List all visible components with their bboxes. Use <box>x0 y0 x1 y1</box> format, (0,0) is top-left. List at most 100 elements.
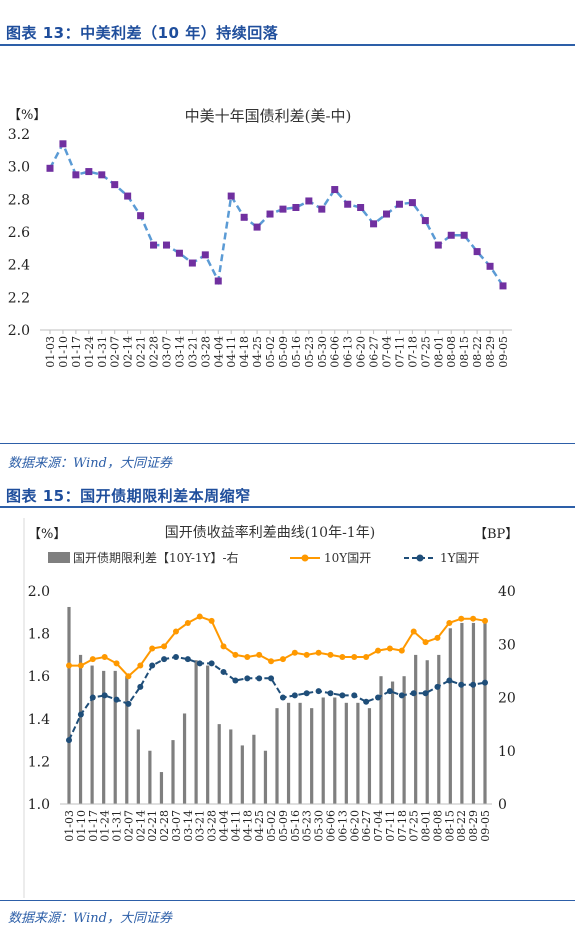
legend-10y-label: 10Y国开 <box>324 551 371 565</box>
legend-1y-marker <box>416 554 424 562</box>
chart-1-point <box>111 181 119 189</box>
chart-2-left-unit: 【%】 <box>28 527 66 542</box>
chart-2-xtick: 06-06 <box>324 810 337 842</box>
figure-13-source: 数据来源：Wind，大同证券 <box>8 456 172 471</box>
chart-2-bar <box>136 729 140 804</box>
chart-2-10y-point <box>422 639 429 646</box>
chart-1-xtick: 08-01 <box>432 336 445 368</box>
chart-1-xtick: 02-07 <box>109 336 122 368</box>
chart-1-xtick: 08-15 <box>458 336 471 368</box>
chart-2-1y-point <box>66 737 72 744</box>
chart-2-10y-point <box>66 662 72 669</box>
chart-2-1y-point <box>375 694 382 701</box>
chart-1-ytick: 2.2 <box>8 290 30 306</box>
chart-2-1y-point <box>149 662 156 669</box>
chart-1-xtick: 07-04 <box>381 336 394 368</box>
chart-1-point <box>214 277 222 285</box>
chart-2-1y-point <box>434 683 441 690</box>
chart-2-bar <box>275 708 279 804</box>
chart-1-xtick: 03-07 <box>160 336 173 368</box>
figure-15-source: 数据来源：Wind，大同证券 <box>8 911 172 926</box>
chart-1-point <box>473 248 481 256</box>
chart-2-xtick: 06-20 <box>348 810 361 842</box>
chart-2-10y-point <box>482 617 488 624</box>
chart-1-point <box>460 231 468 239</box>
chart-2-10y-point <box>220 643 227 650</box>
chart-2-10y-point <box>303 651 310 658</box>
chart-2-xtick: 01-03 <box>63 810 76 842</box>
chart-2-bar <box>379 676 383 804</box>
chart-2-1y-point <box>161 656 168 663</box>
chart-1-xtick: 06-13 <box>342 336 355 368</box>
chart-2-10y-point <box>339 654 346 661</box>
chart-1-point <box>46 164 54 172</box>
chart-2-title: 国开债收益率利差曲线(10年-1年) <box>165 524 375 541</box>
chart-1-xtick: 05-09 <box>277 336 290 368</box>
chart-1-point <box>292 204 300 211</box>
chart-1-xtick: 07-18 <box>406 336 419 368</box>
chart-2-1y-point <box>113 696 120 703</box>
chart-1-point <box>150 241 158 249</box>
chart-1-point <box>85 168 93 176</box>
chart-2-bar <box>298 702 302 804</box>
chart-1-ytick: 2.4 <box>8 258 30 274</box>
chart-2-1y-point <box>446 677 453 684</box>
chart-1-ytick: 2.0 <box>8 323 30 339</box>
chart-2-xtick: 05-16 <box>289 810 302 842</box>
chart-1-unit: 【%】 <box>8 108 46 123</box>
chart-2-xtick: 06-13 <box>336 810 349 842</box>
chart-2-bar <box>125 676 129 804</box>
chart-1-xtick: 02-14 <box>122 336 135 368</box>
chart-2-10y-point <box>291 649 298 656</box>
chart-2-1y-point <box>137 683 144 690</box>
chart-2-xtick: 05-23 <box>301 810 314 842</box>
chart-1-point <box>421 217 429 225</box>
chart-1-point <box>175 249 183 257</box>
chart-1-xtick: 04-04 <box>212 336 225 368</box>
chart-1-xtick: 01-03 <box>44 336 57 368</box>
chart-2-10y-point <box>244 654 251 661</box>
chart-1-xtick: 08-08 <box>445 336 458 368</box>
chart-2-bar <box>437 654 441 804</box>
chart-2-xtick: 01-24 <box>99 810 112 842</box>
chart-2-xtick: 07-11 <box>384 810 397 842</box>
figure-15-title: 图表 15：国开债期限利差本周缩窄 <box>6 487 251 505</box>
chart-2-xtick: 04-25 <box>253 810 266 842</box>
chart-1-point <box>499 282 507 290</box>
chart-2-xtick: 08-29 <box>467 810 480 842</box>
chart-2-xtick: 02-07 <box>122 810 135 842</box>
chart-2-1y-point <box>386 688 393 695</box>
legend-1y-label: 1Y国开 <box>440 551 480 565</box>
chart-2-left-ytick: 1.4 <box>28 712 50 728</box>
chart-2-left-ytick: 1.6 <box>28 669 50 685</box>
chart-2-left-ytick: 2.0 <box>28 584 50 600</box>
chart-2-bar <box>448 628 452 804</box>
chart-2-bar <box>321 697 325 804</box>
chart-2-xtick: 04-04 <box>218 810 231 842</box>
chart-2-10y-point <box>279 656 286 663</box>
chart-2-1y-point <box>184 656 191 663</box>
chart-1-xtick: 04-25 <box>251 336 264 368</box>
chart-2-1y-point <box>244 675 251 682</box>
chart-1-point <box>434 241 442 249</box>
chart-1-point <box>395 200 403 208</box>
chart-1-point <box>318 205 326 213</box>
chart-2-1y-point <box>256 675 263 682</box>
chart-1-point <box>98 171 106 179</box>
chart-2-10y-point <box>184 619 191 626</box>
chart-2-10y-point <box>256 651 263 658</box>
chart-1-point <box>305 197 313 205</box>
chart-1-point <box>447 231 455 239</box>
chart-1-point <box>279 205 287 213</box>
chart-2-10y-point <box>77 662 84 669</box>
chart-1-xtick: 05-30 <box>316 336 329 368</box>
chart-2-10y-point <box>268 658 275 665</box>
chart-2-bar <box>240 745 244 804</box>
chart-2-1y-point <box>398 692 405 699</box>
chart-2-xtick: 05-09 <box>277 810 290 842</box>
chart-2-10y-point <box>161 643 168 650</box>
chart-2-1y-point <box>363 698 370 705</box>
chart-2-10y-point <box>172 628 179 635</box>
chart-2-xtick: 03-07 <box>170 810 183 842</box>
chart-2-xtick: 03-21 <box>194 810 207 842</box>
